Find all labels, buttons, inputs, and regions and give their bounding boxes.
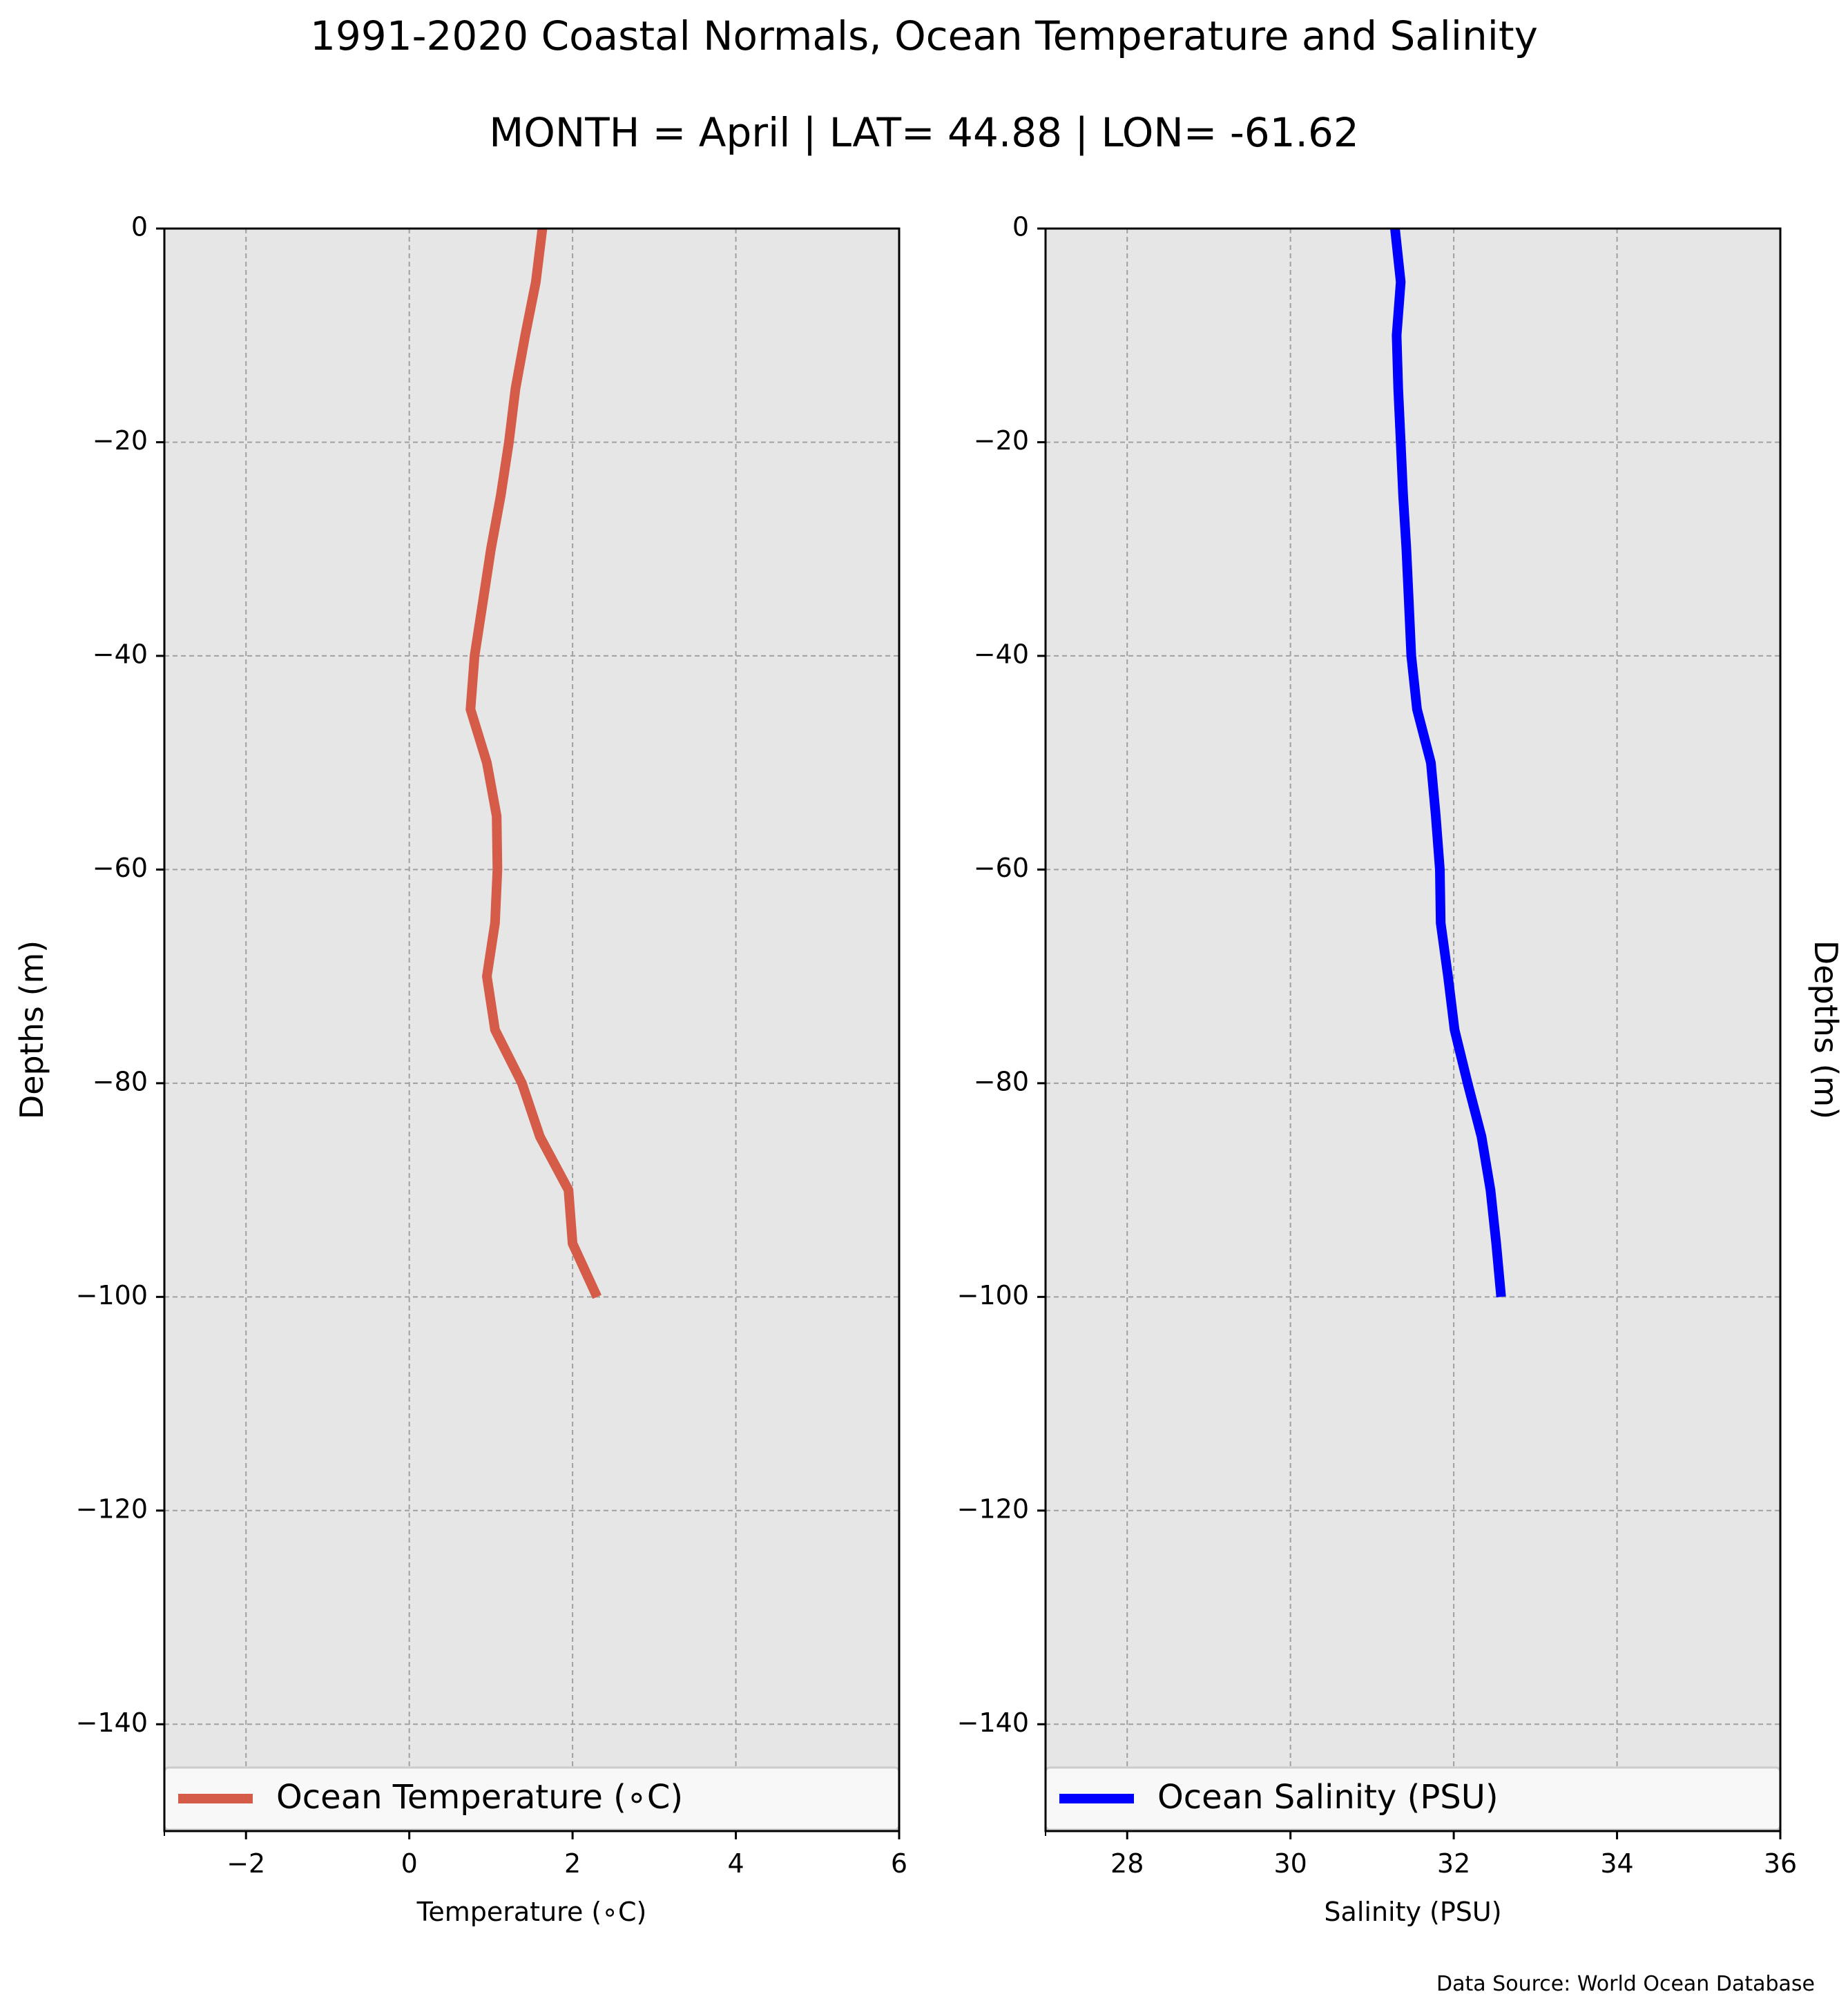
y-tick-label: −60 — [974, 853, 1029, 883]
x-tick-label: 30 — [1273, 1848, 1307, 1879]
y-tick-label: −60 — [93, 853, 148, 883]
y-tick-label: −140 — [957, 1707, 1029, 1738]
data-source-note: Data Source: World Ocean Database — [1436, 1972, 1815, 1996]
salinity-panel: Ocean Salinity (PSU) 28 30 32 34 36 0 −20 −40 −60… — [957, 212, 1845, 1928]
legend-label: Ocean Temperature (∘C) — [276, 1778, 683, 1817]
x-axis-label: Temperature (∘C) — [416, 1897, 647, 1927]
x-tick-label: 4 — [727, 1848, 744, 1879]
y-tick-label: −40 — [93, 639, 148, 669]
x-tick-label: 6 — [891, 1848, 907, 1879]
y-axis-label: Depths (m) — [1807, 940, 1845, 1119]
y-tick-label: −40 — [974, 639, 1029, 669]
y-tick-label: −80 — [93, 1066, 148, 1096]
y-tick-label: −20 — [93, 425, 148, 456]
x-tick-label: −2 — [227, 1848, 265, 1879]
y-tick-label: 0 — [131, 212, 148, 242]
y-tick-label: −100 — [957, 1280, 1029, 1310]
x-axis-label: Salinity (PSU) — [1324, 1897, 1501, 1927]
x-tick-label: 36 — [1764, 1848, 1797, 1879]
y-tick-label: 0 — [1012, 212, 1029, 242]
series-line — [465, 228, 601, 1299]
y-tick-label: −120 — [957, 1493, 1029, 1524]
legend: Ocean Salinity (PSU) — [1044, 1766, 1782, 1831]
x-tick-label: 0 — [401, 1848, 418, 1879]
legend-label: Ocean Salinity (PSU) — [1157, 1778, 1499, 1817]
x-tick-label: 32 — [1437, 1848, 1470, 1879]
y-tick-label: −100 — [76, 1280, 148, 1310]
y-tick-label: −120 — [76, 1493, 148, 1524]
axes-frame — [163, 227, 901, 1832]
x-tick-label: 34 — [1600, 1848, 1633, 1879]
plot-area-background — [1046, 229, 1780, 1831]
chart-subtitle: MONTH = April | LAT= 44.88 | LON= -61.62 — [489, 109, 1359, 156]
legend: Ocean Temperature (∘C) — [163, 1766, 901, 1831]
y-tick-label: −140 — [76, 1707, 148, 1738]
y-axis-label: Depths (m) — [13, 940, 50, 1119]
y-tick-label: −20 — [974, 425, 1029, 456]
x-tick-label: 28 — [1110, 1848, 1144, 1879]
series-line — [1390, 228, 1506, 1297]
temperature-panel: Ocean Temperature (∘C)−2 0 2 4 60−20−40−60−8… — [13, 212, 907, 1928]
axes-frame — [1044, 227, 1782, 1832]
plot-area-background — [164, 229, 899, 1831]
y-tick-label: −80 — [974, 1066, 1029, 1096]
x-tick-label: 2 — [564, 1848, 581, 1879]
chart-title: 1991-2020 Coastal Normals, Ocean Tempera… — [310, 12, 1538, 59]
